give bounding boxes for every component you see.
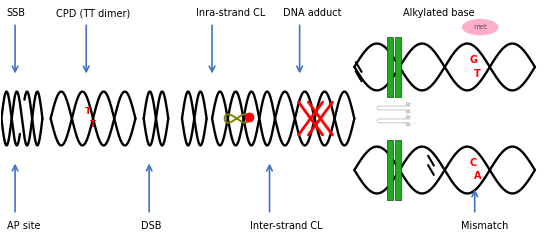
Text: Alkylated base: Alkylated base — [403, 9, 475, 18]
Text: Mismatch: Mismatch — [461, 221, 508, 231]
Text: Inter-strand CL: Inter-strand CL — [250, 221, 323, 231]
Text: T: T — [85, 107, 91, 116]
Text: Inra-strand CL: Inra-strand CL — [196, 9, 265, 18]
Text: C: C — [470, 159, 477, 169]
Text: T: T — [90, 120, 96, 129]
Text: T: T — [474, 68, 481, 78]
Text: CPD (TT dimer): CPD (TT dimer) — [56, 9, 130, 18]
Text: G: G — [469, 55, 477, 65]
Text: DNA adduct: DNA adduct — [283, 9, 342, 18]
FancyBboxPatch shape — [395, 140, 402, 201]
Text: met: met — [474, 24, 487, 30]
Text: A: A — [474, 171, 481, 181]
FancyBboxPatch shape — [395, 36, 402, 97]
FancyBboxPatch shape — [387, 36, 393, 97]
Text: AP site: AP site — [7, 221, 40, 231]
Text: SSB: SSB — [7, 9, 26, 18]
Circle shape — [463, 20, 498, 35]
FancyBboxPatch shape — [387, 140, 393, 201]
Text: DSB: DSB — [141, 221, 162, 231]
